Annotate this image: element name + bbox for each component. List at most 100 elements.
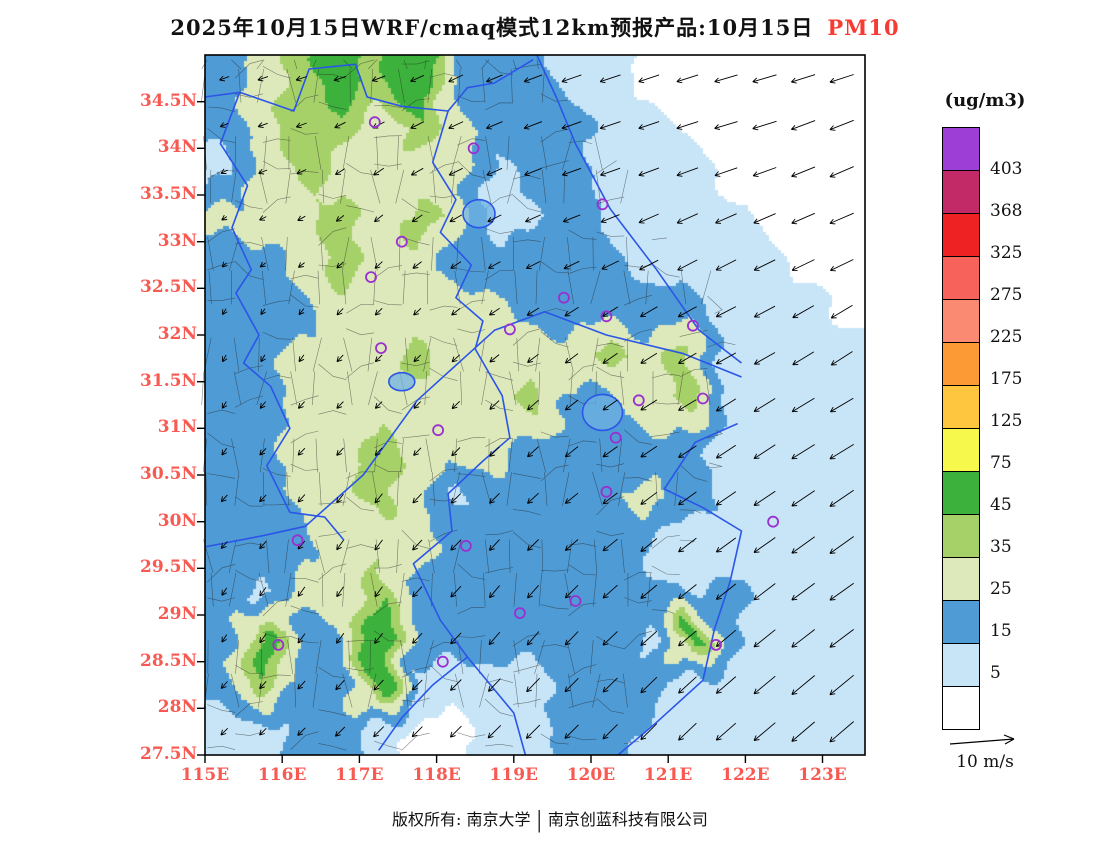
station-marker [395,235,408,248]
colorbar-box [942,471,980,515]
colorbar-box [942,213,980,257]
west-province-border [219,92,345,541]
footer-divider: | [536,806,542,833]
lat-label: 32N [157,324,197,344]
colorbar-box [942,385,980,429]
title-main: 2025年10月15日WRF/cmaq模式12km预报产品:10月15日 [170,15,814,40]
lake-taihu [581,393,624,432]
lat-label: 33N [157,230,197,251]
station-marker [632,394,645,407]
station-marker [600,310,613,323]
colorbar-level-label: 125 [990,411,1023,431]
pm10-filled-contours [205,55,865,755]
north-province-border [204,59,534,112]
station-marker [368,116,381,129]
colorbar-box [942,342,980,386]
station-marker [696,392,709,405]
colorbar-box [942,170,980,214]
lon-label: 120E [566,765,616,785]
station-marker [513,607,526,619]
coastline-north [536,54,742,364]
footer-left: 版权所有: 南京大学 [392,810,531,829]
lon-label: 122E [721,765,770,785]
province-boundaries [204,54,743,756]
station-marker [767,515,779,528]
yangtze-river [204,310,742,548]
copyright-footer: 版权所有: 南京大学 | 南京创蓝科技有限公司 [0,806,1100,833]
lat-label: 34N [157,137,197,158]
colorbar-level-label: 45 [990,495,1012,515]
lat-label: 28.5N [140,650,197,671]
wind-reference-arrow [949,734,1015,745]
station-marker [596,198,609,211]
colorbar-level-label: 35 [990,537,1012,557]
station-markers [272,116,779,668]
lon-label: 123E [798,765,847,785]
lat-label: 28N [157,697,197,718]
lon-label: 118E [412,765,461,785]
colorbar-level-label: 325 [990,243,1023,263]
coastline-south [617,422,743,756]
axis-ticks [197,101,824,763]
station-marker [557,291,570,304]
station-marker [600,485,613,498]
station-marker [375,342,387,355]
station-marker [272,639,285,651]
county-boundaries [201,59,736,751]
lat-label: 27.5N [140,744,197,764]
colorbar-units-label: (ug/m3) [944,90,1026,111]
lon-label: 115E [180,765,230,785]
lon-label: 119E [489,765,538,785]
lat-label: 31.5N [140,370,197,391]
page-title: 2025年10月15日WRF/cmaq模式12km预报产品:10月15日 PM10 [35,12,1035,42]
lat-label: 30N [157,510,197,531]
station-marker [365,271,377,284]
colorbar-level-label: 175 [990,369,1023,389]
station-marker [432,424,445,437]
wind-vectors [219,74,854,743]
station-marker [459,539,472,552]
southwest-province-border [378,656,468,751]
colorbar-box [942,557,980,601]
station-marker [436,655,449,668]
title-pollutant: PM10 [827,15,900,40]
lat-label: 31N [157,417,197,438]
lat-label: 29.5N [140,557,197,578]
colorbar-box [942,600,980,644]
station-marker [686,319,699,332]
colorbar-box [942,428,980,472]
lat-label: 30.5N [140,464,197,484]
map-border [204,54,866,756]
lat-label: 32.5N [140,277,197,298]
station-marker [710,639,722,651]
colorbar-level-label: 5 [990,663,1001,683]
colorbar-box [942,256,980,300]
colorbar-level-label: 15 [990,621,1012,641]
lon-label: 117E [335,765,384,785]
colorbar-box [942,686,980,730]
colorbar-level-label: 25 [990,579,1012,599]
map-overlay [197,54,866,763]
lat-label: 29N [157,604,197,624]
colorbar-box [942,127,980,171]
footer-right: 南京创蓝科技有限公司 [547,810,708,829]
lat-label: 34.5N [140,90,197,111]
station-marker [609,431,622,444]
colorbar [942,127,980,730]
lake-hongze [462,198,496,229]
lake-chaohu [388,371,416,392]
colorbar-level-label: 75 [990,453,1012,473]
station-marker [291,534,304,547]
colorbar-level-label: 275 [990,285,1023,305]
station-marker [569,595,582,607]
wind-reference-label: 10 m/s [956,752,1014,772]
colorbar-box [942,299,980,343]
lat-label: 33.5N [140,184,197,204]
station-marker [467,142,480,155]
colorbar-level-label: 403 [990,159,1023,179]
colorbar-box [942,514,980,558]
colorbar-box [942,643,980,687]
colorbar-level-label: 368 [990,201,1023,221]
station-marker [503,323,516,336]
